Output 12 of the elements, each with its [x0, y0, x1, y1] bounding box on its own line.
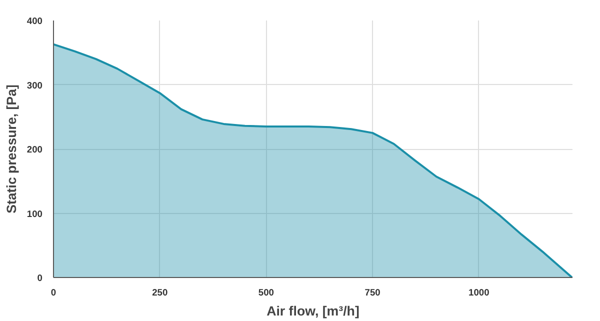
y-tick-label: 200: [26, 144, 43, 154]
x-tick-label: 250: [152, 288, 168, 298]
y-tick-label: 100: [26, 208, 43, 219]
x-tick-label: 1000: [468, 288, 490, 298]
y-axis-title: Static pressure, [Pa]: [4, 84, 19, 214]
x-tick-label: 750: [364, 288, 380, 298]
y-tick-label: 400: [26, 16, 43, 26]
x-tick-label: 0: [50, 288, 56, 298]
x-axis-title: Air flow, [m³/h]: [266, 304, 360, 318]
y-tick-label: 300: [26, 80, 43, 90]
y-tick-label: 0: [37, 273, 43, 283]
x-tick-label: 500: [258, 288, 274, 298]
